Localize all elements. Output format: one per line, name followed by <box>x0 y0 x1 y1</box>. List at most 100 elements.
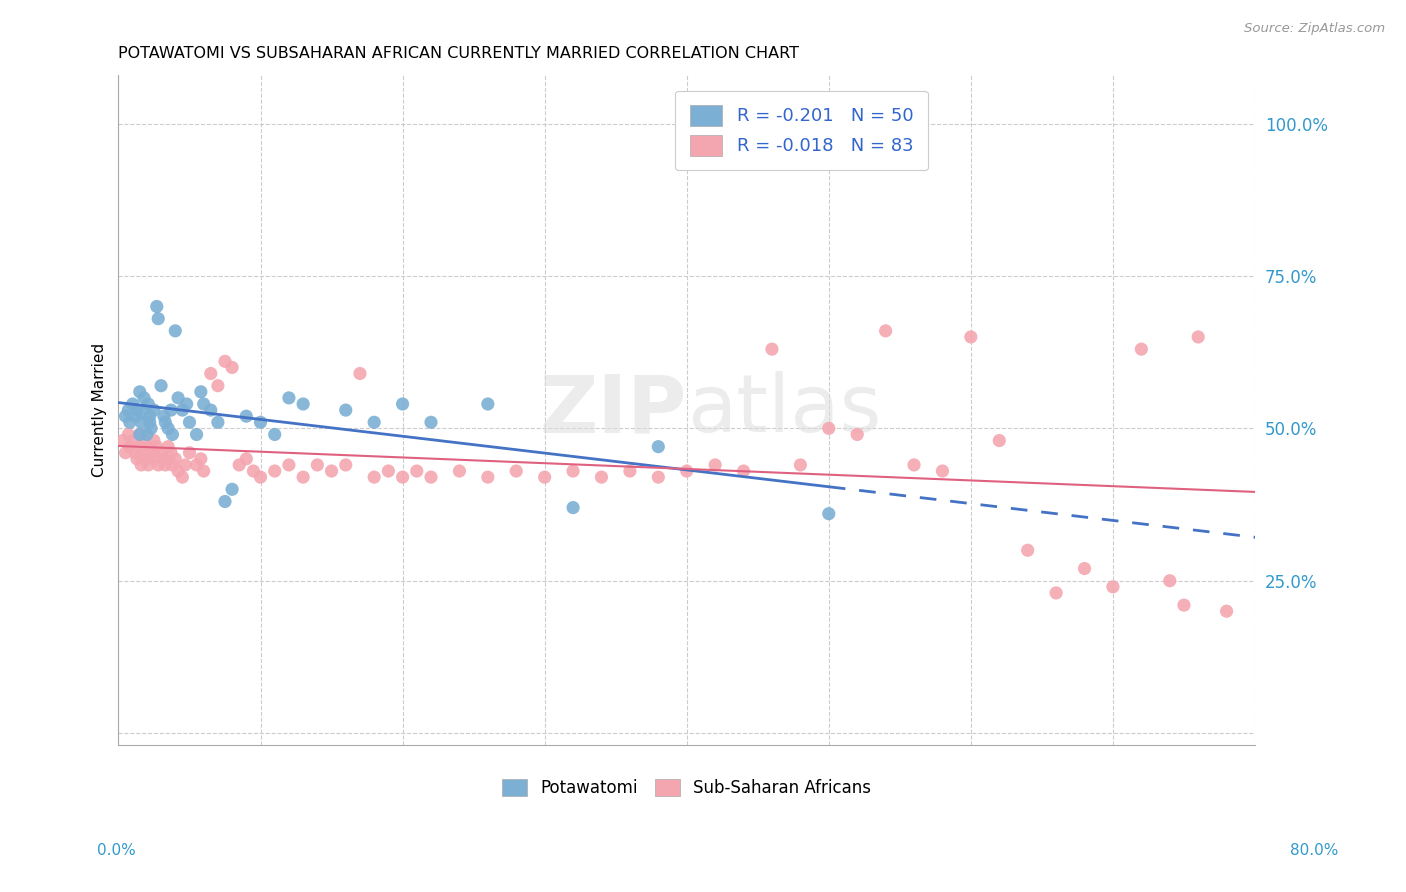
Point <box>263 464 285 478</box>
Text: POTAWATOMI VS SUBSAHARAN AFRICAN CURRENTLY MARRIED CORRELATION CHART: POTAWATOMI VS SUBSAHARAN AFRICAN CURRENT… <box>118 46 800 62</box>
Point <box>125 403 148 417</box>
Point <box>167 391 190 405</box>
Point <box>131 446 153 460</box>
Point <box>675 464 697 478</box>
Point <box>228 458 250 472</box>
Point <box>242 464 264 478</box>
Point <box>162 458 184 472</box>
Point <box>420 470 443 484</box>
Point <box>349 367 371 381</box>
Point <box>1045 586 1067 600</box>
Point <box>391 397 413 411</box>
Point <box>150 378 173 392</box>
Point <box>174 458 197 472</box>
Point <box>200 367 222 381</box>
Point <box>118 415 141 429</box>
Point <box>817 507 839 521</box>
Point <box>789 458 811 472</box>
Point <box>165 324 187 338</box>
Point <box>145 451 167 466</box>
Point <box>960 330 983 344</box>
Point <box>176 397 198 411</box>
Point <box>221 483 243 497</box>
Point <box>562 500 585 515</box>
Point <box>157 440 180 454</box>
Point <box>363 470 385 484</box>
Point <box>533 470 555 484</box>
Point <box>505 464 527 478</box>
Point <box>165 451 187 466</box>
Point <box>132 391 155 405</box>
Point <box>591 470 613 484</box>
Point <box>128 427 150 442</box>
Point <box>647 470 669 484</box>
Point <box>190 384 212 399</box>
Point <box>121 434 143 448</box>
Point <box>1215 604 1237 618</box>
Point <box>150 446 173 460</box>
Point <box>903 458 925 472</box>
Point <box>391 470 413 484</box>
Point <box>138 409 160 424</box>
Point <box>704 458 727 472</box>
Text: atlas: atlas <box>686 371 882 449</box>
Point <box>562 464 585 478</box>
Point <box>186 427 208 442</box>
Point <box>292 397 315 411</box>
Point <box>846 427 869 442</box>
Point <box>128 440 150 454</box>
Point <box>111 434 134 448</box>
Point <box>124 446 146 460</box>
Point <box>221 360 243 375</box>
Point <box>117 403 139 417</box>
Point <box>153 409 176 424</box>
Point <box>129 415 152 429</box>
Point <box>179 415 201 429</box>
Point <box>363 415 385 429</box>
Point <box>277 458 299 472</box>
Point <box>988 434 1011 448</box>
Point <box>186 458 208 472</box>
Point <box>1073 561 1095 575</box>
Point <box>153 451 176 466</box>
Point <box>121 397 143 411</box>
Point <box>146 300 169 314</box>
Point <box>129 458 152 472</box>
Point <box>307 458 329 472</box>
Point <box>200 403 222 417</box>
Point <box>160 403 183 417</box>
Point <box>135 451 157 466</box>
Point <box>761 342 783 356</box>
Point <box>1102 580 1125 594</box>
Point <box>155 415 177 429</box>
Point <box>124 409 146 424</box>
Point <box>117 427 139 442</box>
Point <box>148 458 170 472</box>
Point <box>1173 598 1195 612</box>
Point <box>172 470 194 484</box>
Point <box>875 324 897 338</box>
Point <box>136 397 159 411</box>
Point <box>132 434 155 448</box>
Point <box>1130 342 1153 356</box>
Point <box>146 440 169 454</box>
Point <box>155 458 177 472</box>
Point <box>193 397 215 411</box>
Point <box>733 464 755 478</box>
Legend: Potawatomi, Sub-Saharan Africans: Potawatomi, Sub-Saharan Africans <box>496 772 877 804</box>
Point <box>477 397 499 411</box>
Point <box>179 446 201 460</box>
Point <box>214 354 236 368</box>
Point <box>249 415 271 429</box>
Point <box>143 434 166 448</box>
Text: 80.0%: 80.0% <box>1291 843 1339 858</box>
Point <box>449 464 471 478</box>
Point <box>405 464 427 478</box>
Point <box>377 464 399 478</box>
Point <box>138 440 160 454</box>
Point <box>619 464 641 478</box>
Point <box>817 421 839 435</box>
Point <box>235 409 257 424</box>
Point <box>207 415 229 429</box>
Point <box>139 446 162 460</box>
